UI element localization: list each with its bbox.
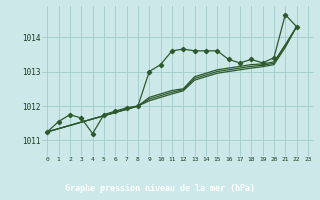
- Text: Graphe pression niveau de la mer (hPa): Graphe pression niveau de la mer (hPa): [65, 184, 255, 193]
